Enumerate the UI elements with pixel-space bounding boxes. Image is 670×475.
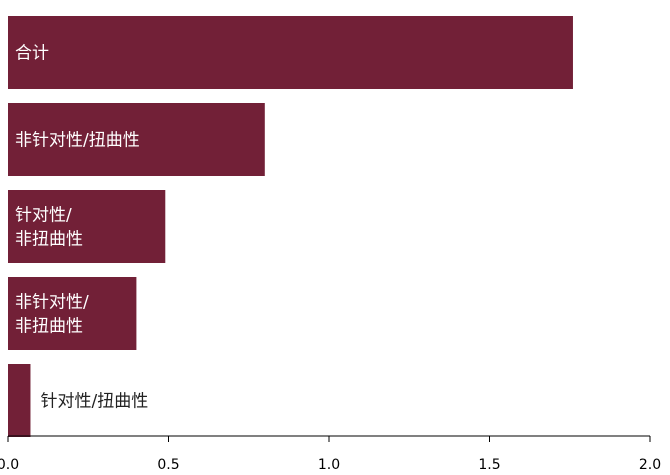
bar-label-2: 针对性/非扭曲性 xyxy=(15,206,83,250)
x-tick-label-0: 0.0 xyxy=(0,457,19,473)
bars xyxy=(8,16,573,437)
bar-1 xyxy=(8,103,265,176)
bar-label-3: 非针对性/非扭曲性 xyxy=(15,293,89,337)
x-tick-label-3: 1.5 xyxy=(478,457,500,473)
bar-label-4: 针对性/扭曲性 xyxy=(40,392,148,412)
bar-2 xyxy=(8,190,166,263)
x-tick-label-4: 2.0 xyxy=(639,457,661,473)
bar-label-1: 非针对性/扭曲性 xyxy=(15,131,140,151)
x-tick-label-2: 1.0 xyxy=(318,457,340,473)
bar-3 xyxy=(8,277,137,350)
bar-label-0: 合计 xyxy=(15,44,49,64)
x-tick-label-1: 0.5 xyxy=(157,457,179,473)
bar-0 xyxy=(8,16,573,89)
bar-4 xyxy=(8,364,31,437)
x-axis-ticks: 0.0 0.5 1.0 1.5 2.0 xyxy=(0,436,661,473)
